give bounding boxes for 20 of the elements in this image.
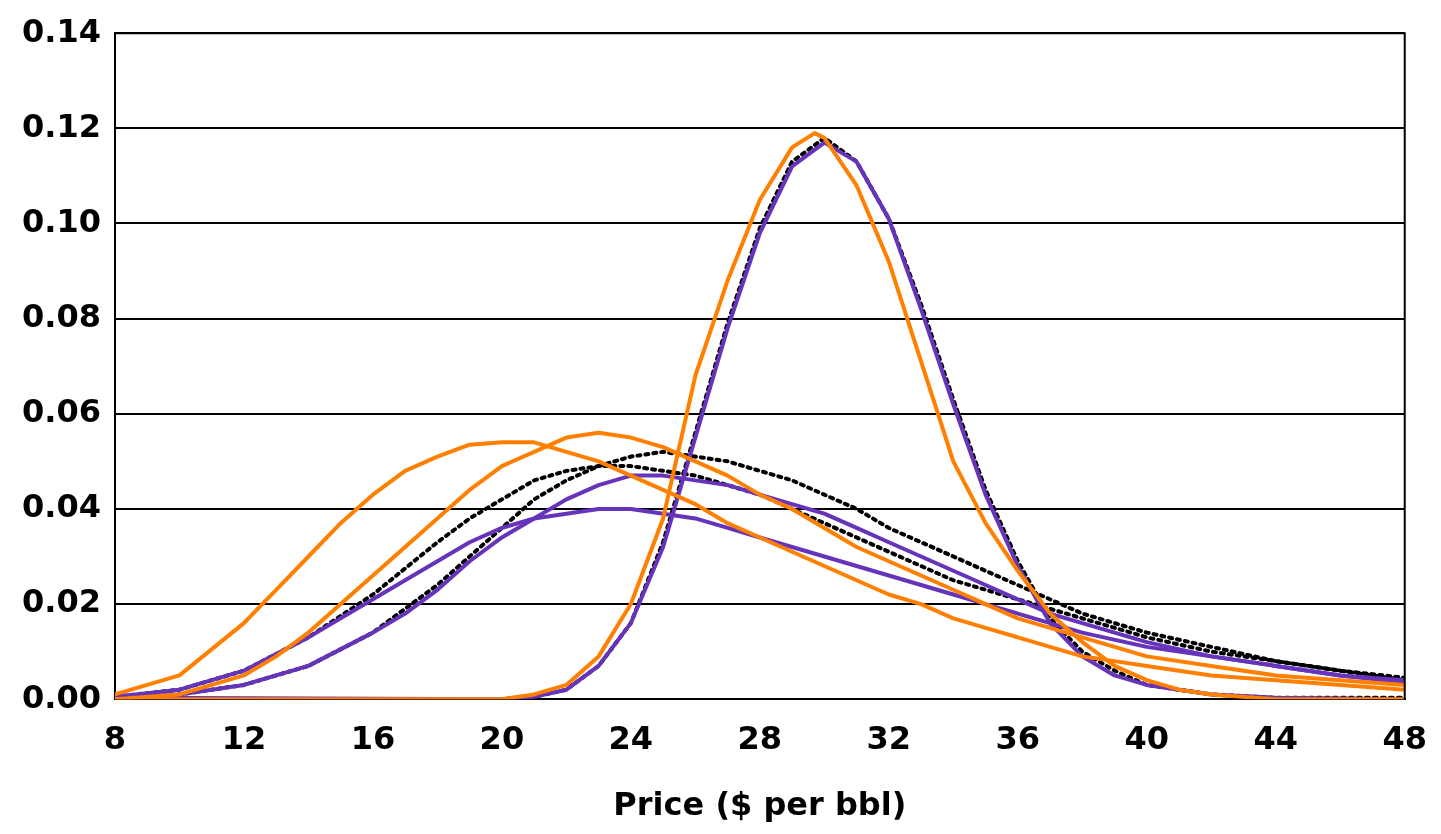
- y-tick-label: 0.00: [22, 677, 101, 716]
- x-tick-label: 32: [866, 718, 912, 757]
- y-tick-label: 0.02: [22, 582, 101, 621]
- x-tick-label: 8: [103, 718, 127, 757]
- y-tick-label: 0.06: [22, 392, 101, 431]
- x-tick-label: 16: [350, 718, 396, 757]
- x-axis-title: Price ($ per bbl): [613, 785, 907, 824]
- y-tick-label: 0.14: [22, 11, 101, 50]
- x-tick-label: 40: [1124, 718, 1170, 757]
- y-tick-label: 0.04: [22, 487, 101, 526]
- x-tick-label: 44: [1253, 718, 1299, 757]
- x-tick-label: 36: [995, 718, 1041, 757]
- x-tick-label: 48: [1382, 718, 1427, 757]
- y-tick-label: 0.08: [22, 296, 101, 335]
- y-tick-label: 0.10: [22, 201, 101, 240]
- x-tick-label: 12: [221, 718, 267, 757]
- y-tick-label: 0.12: [22, 106, 101, 145]
- x-tick-label: 20: [479, 718, 525, 757]
- x-tick-label: 28: [737, 718, 783, 757]
- x-tick-label: 24: [608, 718, 654, 757]
